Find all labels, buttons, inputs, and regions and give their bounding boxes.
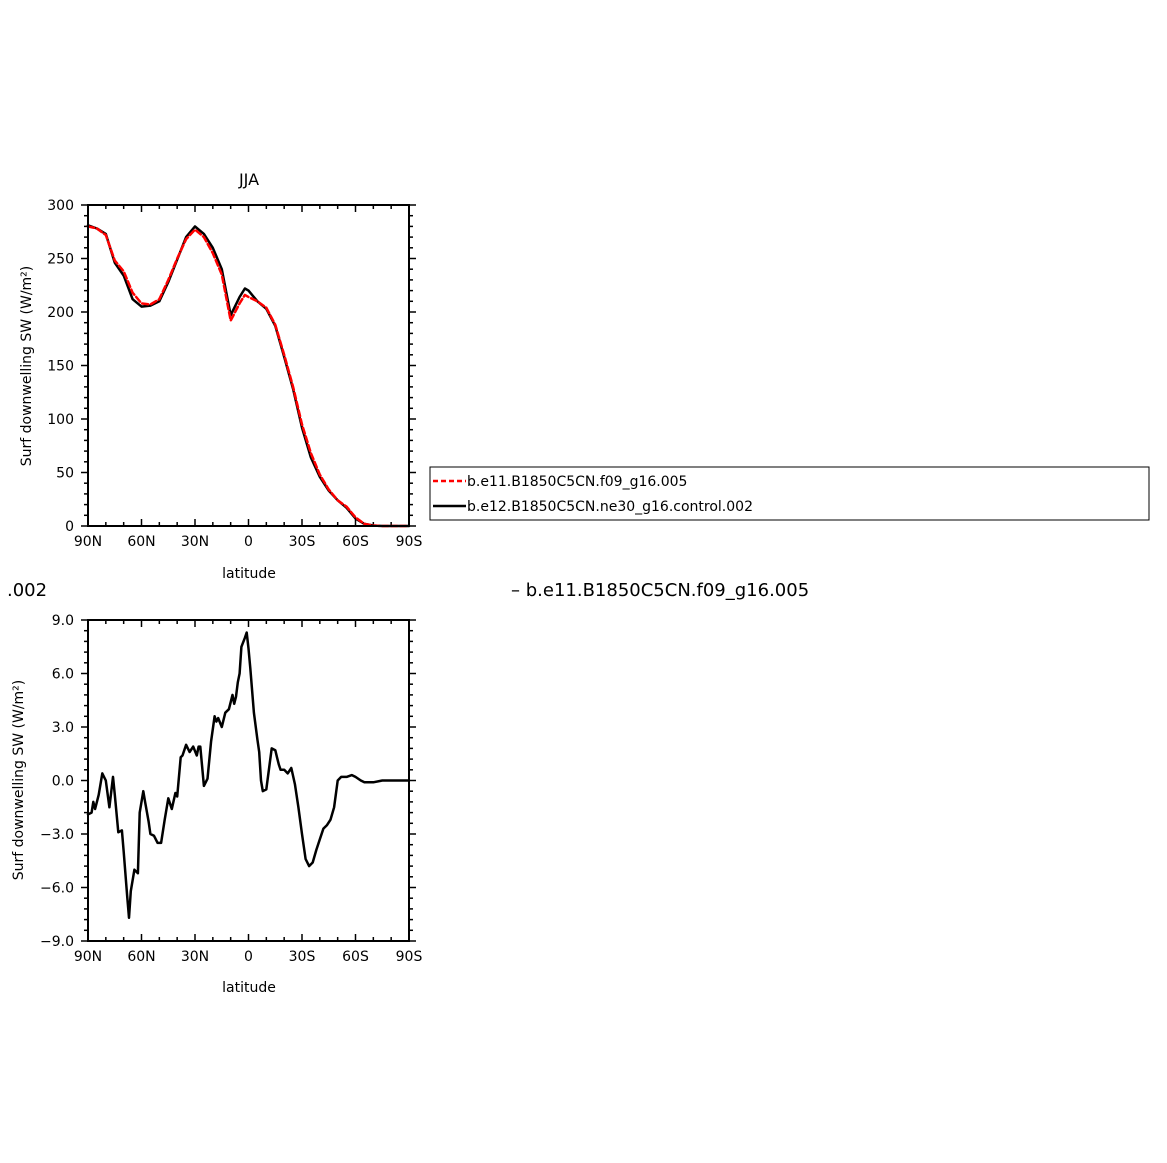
bottom-plot-frame <box>87 619 410 942</box>
top-y-tick-label: 200 <box>47 305 74 321</box>
top-chart-title: JJA <box>238 170 259 189</box>
top-series-line-1 <box>86 225 411 528</box>
bottom-x-axis-label: latitude <box>222 980 276 996</box>
bottom-y-tick-labels: −9.0 −6.0 −3.0 0.0 3.0 6.0 9.0 <box>40 613 74 950</box>
top-y-tick-label: 250 <box>47 252 74 268</box>
legend-label-series-1: b.e11.B1850C5CN.f09_g16.005 <box>467 474 687 490</box>
fragment-text-right: – b.e11.B1850C5CN.f09_g16.005 <box>511 580 809 601</box>
top-y-tick-label: 150 <box>47 359 74 375</box>
legend-box <box>429 466 1150 521</box>
bot-x-tick-label: 90N <box>74 949 102 965</box>
top-series-lines <box>86 224 411 528</box>
bot-series-line-1 <box>86 631 411 920</box>
bot-y-tick-label: −6.0 <box>40 881 74 897</box>
top-x-tick-label: 30N <box>181 534 209 550</box>
top-x-tick-label: 90S <box>396 534 423 550</box>
bot-x-tick-label: 0 <box>244 949 253 965</box>
bot-x-tick-label: 30N <box>181 949 209 965</box>
bot-x-tick-label: 90S <box>396 949 423 965</box>
bot-y-tick-label: 9.0 <box>52 613 74 629</box>
top-x-tick-label: 60S <box>342 534 369 550</box>
top-y-tick-labels: 0 50 100 150 200 250 300 <box>47 198 74 535</box>
bottom-series-lines <box>86 631 411 920</box>
top-panel: JJA 90N 60N 30N 0 30S 60S 90S 0 50 100 150 200 250 3… <box>19 170 422 582</box>
top-y-tick-label: 100 <box>47 412 74 428</box>
top-x-axis-label: latitude <box>222 566 276 582</box>
legend: b.e11.B1850C5CN.f09_g16.005 b.e12.B1850C… <box>429 466 1150 521</box>
bottom-panel: 90N 60N 30N 0 30S 60S 90S −9.0 −6.0 −3.0 0.0 3.0 6.… <box>11 613 422 996</box>
bot-x-tick-label: 60S <box>342 949 369 965</box>
top-y-tick-label: 300 <box>47 198 74 214</box>
bottom-x-tick-labels: 90N 60N 30N 0 30S 60S 90S <box>74 949 423 965</box>
top-x-tick-label: 30S <box>289 534 316 550</box>
top-x-tick-label: 0 <box>244 534 253 550</box>
top-x-tick-label: 60N <box>127 534 155 550</box>
fragment-text-left: .002 <box>7 580 47 601</box>
bot-y-tick-label: 3.0 <box>52 720 74 736</box>
top-x-tick-label: 90N <box>74 534 102 550</box>
top-plot-frame <box>87 204 410 527</box>
bottom-y-axis-label: Surf downwelling SW (W/m²) <box>11 680 27 881</box>
bot-x-tick-label: 30S <box>289 949 316 965</box>
top-y-tick-label: 50 <box>56 466 74 482</box>
legend-label-series-2: b.e12.B1850C5CN.ne30_g16.control.002 <box>467 499 753 515</box>
top-y-axis-label: Surf downwelling SW (W/m²) <box>19 266 35 467</box>
bot-y-tick-label: −3.0 <box>40 827 74 843</box>
bot-x-tick-label: 60N <box>127 949 155 965</box>
top-x-tick-labels: 90N 60N 30N 0 30S 60S 90S <box>74 534 423 550</box>
bot-y-tick-label: 6.0 <box>52 667 74 683</box>
bot-y-tick-label: 0.0 <box>52 774 74 790</box>
bot-y-tick-label: −9.0 <box>40 934 74 950</box>
top-y-tick-label: 0 <box>65 519 74 535</box>
